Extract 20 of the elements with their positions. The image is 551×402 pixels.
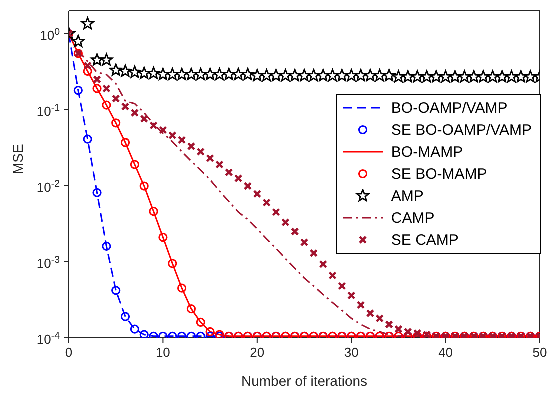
y-tick-label: 10$^{-2}$ [36, 178, 60, 195]
x-tick-label: 10 [156, 345, 170, 360]
legend-label: BO-OAMP/VAMP [391, 100, 508, 116]
y-axis-title: MSE [10, 144, 26, 174]
y-tick-label: 10$^{-1}$ [36, 102, 60, 119]
x-tick-label: 20 [250, 345, 265, 360]
legend-label: SE BO-OAMP/VAMP [391, 122, 532, 138]
x-tick-label: 30 [344, 345, 359, 360]
y-tick-label: 10$^{-4}$ [36, 330, 61, 347]
legend-label: SE CAMP [391, 232, 459, 248]
x-tick-label: 40 [438, 345, 454, 360]
y-tick-label: 10$^{0}$ [40, 26, 61, 43]
x-tick-label: 0 [65, 345, 73, 360]
legend-label: AMP [391, 188, 424, 204]
legend-label: BO-MAMP [391, 144, 464, 160]
x-axis-title: Number of iterations [241, 373, 368, 389]
legend-label: CAMP [391, 210, 435, 226]
y-tick-label: 10$^{-3}$ [36, 254, 60, 271]
legend-label: SE BO-MAMP [391, 166, 488, 182]
x-tick-label: 50 [532, 345, 548, 360]
